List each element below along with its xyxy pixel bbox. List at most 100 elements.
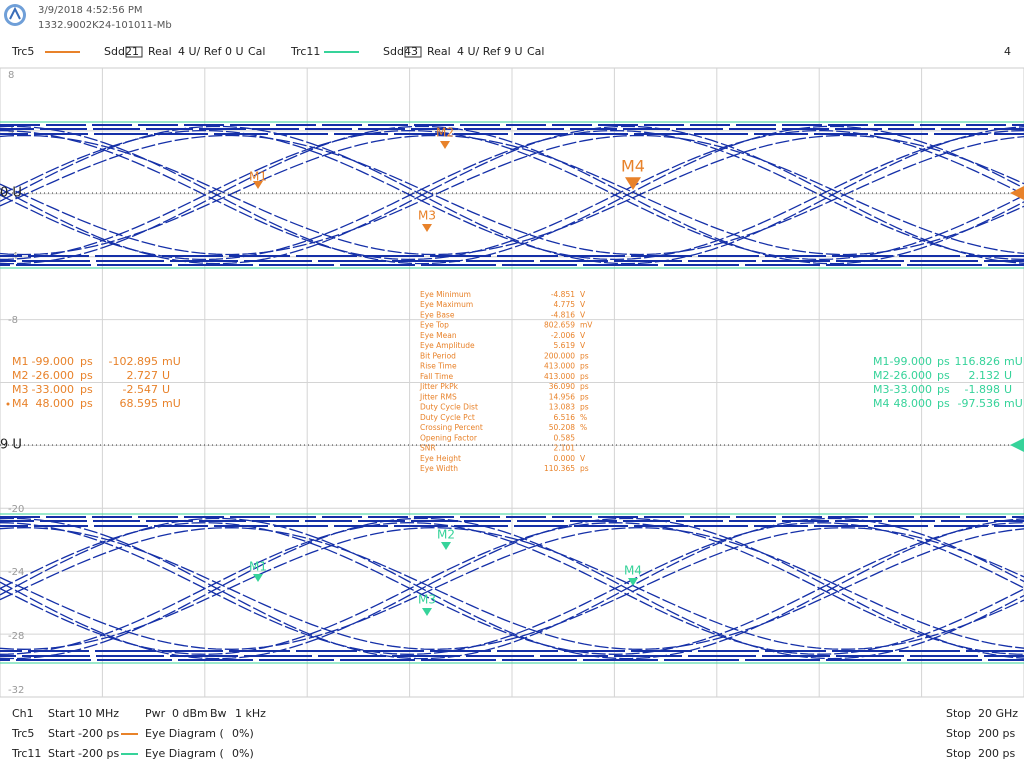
eye-transition	[0, 527, 1024, 650]
eye-stat-unit: %	[580, 413, 587, 422]
trace-name: Trc5	[11, 45, 34, 58]
footer-text: Pwr	[145, 707, 166, 720]
marker-x-unit: ps	[937, 383, 950, 396]
marker-x: -33.000	[32, 383, 74, 396]
footer-text: 200 ps	[978, 727, 1015, 740]
eye-stat-unit: %	[580, 423, 587, 432]
footer-text: Start	[48, 727, 76, 740]
marker-y: -1.898	[965, 383, 1000, 396]
footer-text: 0 dBm	[172, 707, 208, 720]
footer-text: 0%)	[232, 747, 254, 760]
marker-y: 68.595	[120, 397, 159, 410]
footer-text: -200 ps	[78, 747, 119, 760]
marker-x: -26.000	[32, 369, 74, 382]
y-axis-label: 8	[8, 70, 14, 81]
trace-format: Real	[148, 45, 172, 58]
eye-stat-unit: ps	[580, 464, 589, 473]
footer-text: Stop	[946, 727, 971, 740]
eye-stat-label: Opening Factor	[420, 433, 478, 442]
footer-text: Eye Diagram (	[145, 727, 224, 740]
eye-stat-unit: ps	[580, 382, 589, 391]
trace-cal: Cal	[527, 45, 544, 58]
marker-y-unit: mU	[1004, 397, 1023, 410]
eye-stat-label: Duty Cycle Dist	[420, 403, 478, 412]
eye-stat-label: Eye Maximum	[420, 300, 473, 309]
eye-stat-unit: ps	[580, 351, 589, 360]
marker	[625, 177, 641, 190]
eye-transition	[0, 125, 1024, 265]
marker-x: -33.000	[890, 383, 932, 396]
marker-label: M4	[624, 564, 642, 578]
reference-label: 0 U	[0, 186, 22, 201]
footer-text: Trc5	[11, 727, 34, 740]
eye-stat-label: Fall Time	[420, 372, 454, 381]
footer-text: -200 ps	[78, 727, 119, 740]
eye-stat-unit: V	[580, 310, 586, 319]
eye-stat-value: 14.956	[549, 392, 575, 401]
marker-name: M3	[873, 383, 890, 396]
marker-name: M1	[873, 355, 890, 368]
eye-transition	[0, 125, 1024, 265]
marker-label: M1	[249, 560, 267, 574]
eye-transition	[0, 129, 1024, 261]
eye-stat-unit: ps	[580, 392, 589, 401]
eye-transition	[0, 522, 1024, 655]
eye-stat-value: -4.851	[551, 290, 575, 299]
marker-x: 48.000	[894, 397, 933, 410]
eye-stat-label: Jitter RMS	[419, 392, 457, 401]
marker	[422, 608, 432, 616]
eye-stat-value: -4.816	[551, 310, 575, 319]
marker	[628, 578, 638, 586]
trace-measure: Sdd21	[104, 45, 139, 58]
eye-transition	[0, 129, 1024, 261]
marker-y: -102.895	[109, 355, 158, 368]
marker-x-unit: ps	[937, 369, 950, 382]
eye-transition	[0, 527, 1024, 650]
marker-x-unit: ps	[80, 369, 93, 382]
marker-x-unit: ps	[80, 355, 93, 368]
eye-stat-value: 802.659	[544, 321, 575, 330]
eye-stat-label: Bit Period	[420, 351, 456, 360]
format-icon	[125, 46, 143, 58]
eye-stat-unit: V	[580, 331, 586, 340]
marker	[441, 542, 451, 550]
trace-cal: Cal	[248, 45, 265, 58]
footer-text: Stop	[946, 747, 971, 760]
marker-name: M3	[12, 383, 29, 396]
trace-scale: 4 U/ Ref 9 U	[457, 45, 523, 58]
footer-text: 0%)	[232, 727, 254, 740]
eye-transition	[0, 125, 1024, 265]
eye-transition	[0, 522, 1024, 655]
footer-text: Start	[48, 747, 76, 760]
marker-name: M4	[12, 397, 29, 410]
marker-x: -99.000	[32, 355, 74, 368]
trace-scale: 4 U/ Ref 0 U	[178, 45, 244, 58]
eye-transition	[0, 527, 1024, 650]
instrument-id: 1332.9002K24-101011-Mb	[38, 20, 172, 31]
eye-stat-value: 413.000	[544, 372, 575, 381]
eye-transition	[0, 517, 1024, 660]
marker-y-unit: U	[1004, 369, 1012, 382]
marker-y: 2.132	[969, 369, 1001, 382]
footer-text: Stop	[946, 707, 971, 720]
eye-stat-value: 0.585	[554, 433, 576, 442]
reference-label: 9 U	[0, 438, 22, 453]
eye-stat-value: 13.083	[549, 403, 575, 412]
trace-name: Trc11	[290, 45, 320, 58]
marker-name: M2	[873, 369, 890, 382]
eye-transition	[0, 134, 1024, 256]
marker-y: 116.826	[955, 355, 1001, 368]
marker-x-unit: ps	[80, 397, 93, 410]
marker-y-unit: mU	[1004, 355, 1023, 368]
eye-transition	[0, 517, 1024, 660]
eye-transition	[0, 517, 1024, 660]
eye-stat-value: 200.000	[544, 351, 575, 360]
eye-stat-label: Eye Height	[420, 454, 461, 463]
footer-text: Eye Diagram (	[145, 747, 224, 760]
eye-stat-unit: V	[580, 454, 586, 463]
marker-label: M2	[436, 126, 454, 140]
marker	[422, 224, 432, 232]
footer-text: Start	[48, 707, 76, 720]
eye-stat-unit: ps	[580, 403, 589, 412]
